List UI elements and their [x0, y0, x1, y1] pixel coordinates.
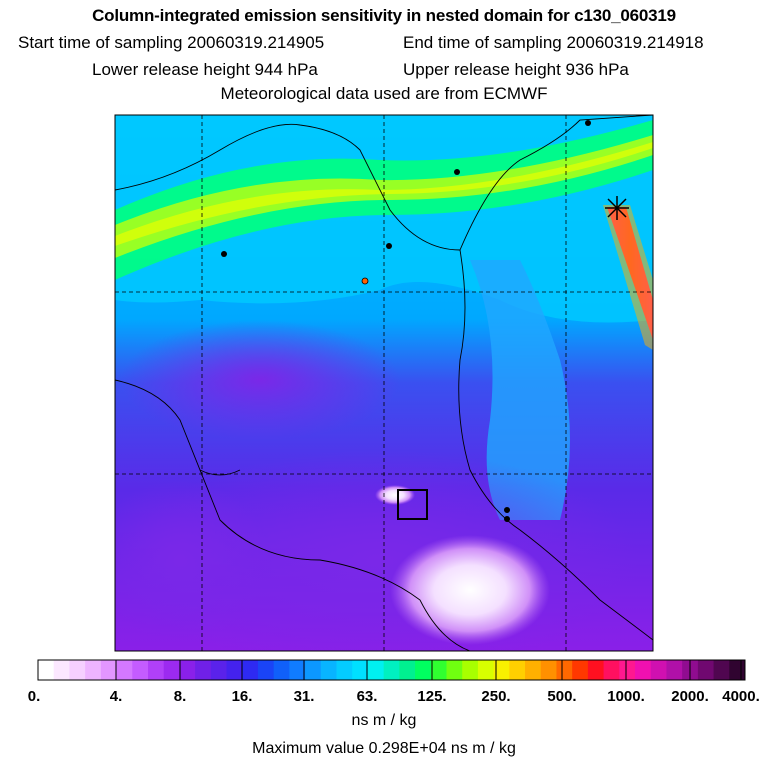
- colorbar-segment: [713, 660, 730, 680]
- colorbar-segment: [85, 660, 102, 680]
- colorbar-segment: [305, 660, 322, 680]
- colorbar-segment: [163, 660, 180, 680]
- upper-release-label: Upper release height 936 hPa: [403, 60, 629, 79]
- colorbar-segment: [556, 660, 573, 680]
- colorbar-segment: [116, 660, 133, 680]
- colorbar-segment: [540, 660, 557, 680]
- colorbar-segment: [273, 660, 290, 680]
- colorbar-tick-label: 2000.: [671, 688, 709, 705]
- colorbar-segment: [147, 660, 165, 680]
- colorbar-segment: [226, 660, 243, 680]
- colorbar-tick-label: 125.: [417, 688, 447, 705]
- release-point-star: [605, 196, 629, 220]
- colorbar-segment: [367, 660, 385, 680]
- colorbar-tick-label: 31.: [293, 688, 315, 705]
- map-title: Column-integrated emission sensitivity i…: [92, 6, 676, 25]
- colorbar-segment: [729, 660, 746, 680]
- colorbar-tick-label: 63.: [356, 688, 378, 705]
- colorbar-segment: [38, 660, 55, 680]
- colorbar-segment: [210, 660, 228, 680]
- colorbar-tick-label: 0.: [27, 688, 41, 705]
- colorbar-tick-label: 16.: [231, 688, 253, 705]
- start-time-label: Start time of sampling 20060319.214905: [18, 33, 325, 52]
- colorbar-segment: [415, 660, 432, 680]
- end-time-label: End time of sampling 20060319.214918: [403, 33, 704, 52]
- colorbar-segment: [195, 660, 212, 680]
- colorbar-tick-label: 250.: [481, 688, 511, 705]
- colorbar-segment: [320, 660, 338, 680]
- colorbar-tick-label: 4000.: [722, 688, 760, 705]
- colorbar-segment: [650, 660, 667, 680]
- colorbar-segment: [509, 660, 526, 680]
- colorbar-segment: [399, 660, 416, 680]
- colorbar-units: ns m / kg: [351, 712, 417, 729]
- colorbar-tick-label: 4.: [109, 688, 123, 705]
- colorbar-segment: [572, 660, 589, 680]
- colorbar-segment: [242, 660, 259, 680]
- colorbar-segment: [462, 660, 479, 680]
- colorbar-segment: [179, 660, 196, 680]
- colorbar-segment: [635, 660, 652, 680]
- colorbar-tick-label: 500.: [547, 688, 577, 705]
- colorbar-segment: [257, 660, 275, 680]
- colorbar-segment: [336, 660, 353, 680]
- colorbar-tick-label: 8.: [173, 688, 187, 705]
- colorbar: [37, 659, 746, 681]
- colorbar-segment: [603, 660, 620, 680]
- colorbar-segment: [525, 660, 542, 680]
- city-marker: [361, 277, 369, 285]
- colorbar-segment: [477, 660, 495, 680]
- receptor-box: [397, 489, 428, 520]
- colorbar-segment: [493, 660, 510, 680]
- colorbar-segment: [666, 660, 683, 680]
- colorbar-segment: [383, 660, 400, 680]
- colorbar-segment: [697, 660, 715, 680]
- colorbar-tick-label: 1000.: [607, 688, 645, 705]
- colorbar-frame: [37, 659, 746, 681]
- lower-release-label: Lower release height 944 hPa: [92, 60, 318, 79]
- station-markers: [221, 120, 591, 522]
- map-field: [115, 115, 653, 651]
- colorbar-segment: [289, 660, 306, 680]
- colorbar-segment: [100, 660, 118, 680]
- met-data-label: Meteorological data used are from ECMWF: [220, 84, 548, 103]
- colorbar-segment: [69, 660, 86, 680]
- colorbar-segment: [132, 660, 149, 680]
- colorbar-segment: [430, 660, 447, 680]
- grid-lines: [115, 115, 653, 651]
- colorbar-segment: [53, 660, 70, 680]
- colorbar-segment: [446, 660, 463, 680]
- colorbar-segment: [587, 660, 605, 680]
- colorbar-segment: [619, 660, 636, 680]
- colorbar-segment: [352, 660, 369, 680]
- maximum-value-label: Maximum value 0.298E+04 ns m / kg: [252, 740, 516, 757]
